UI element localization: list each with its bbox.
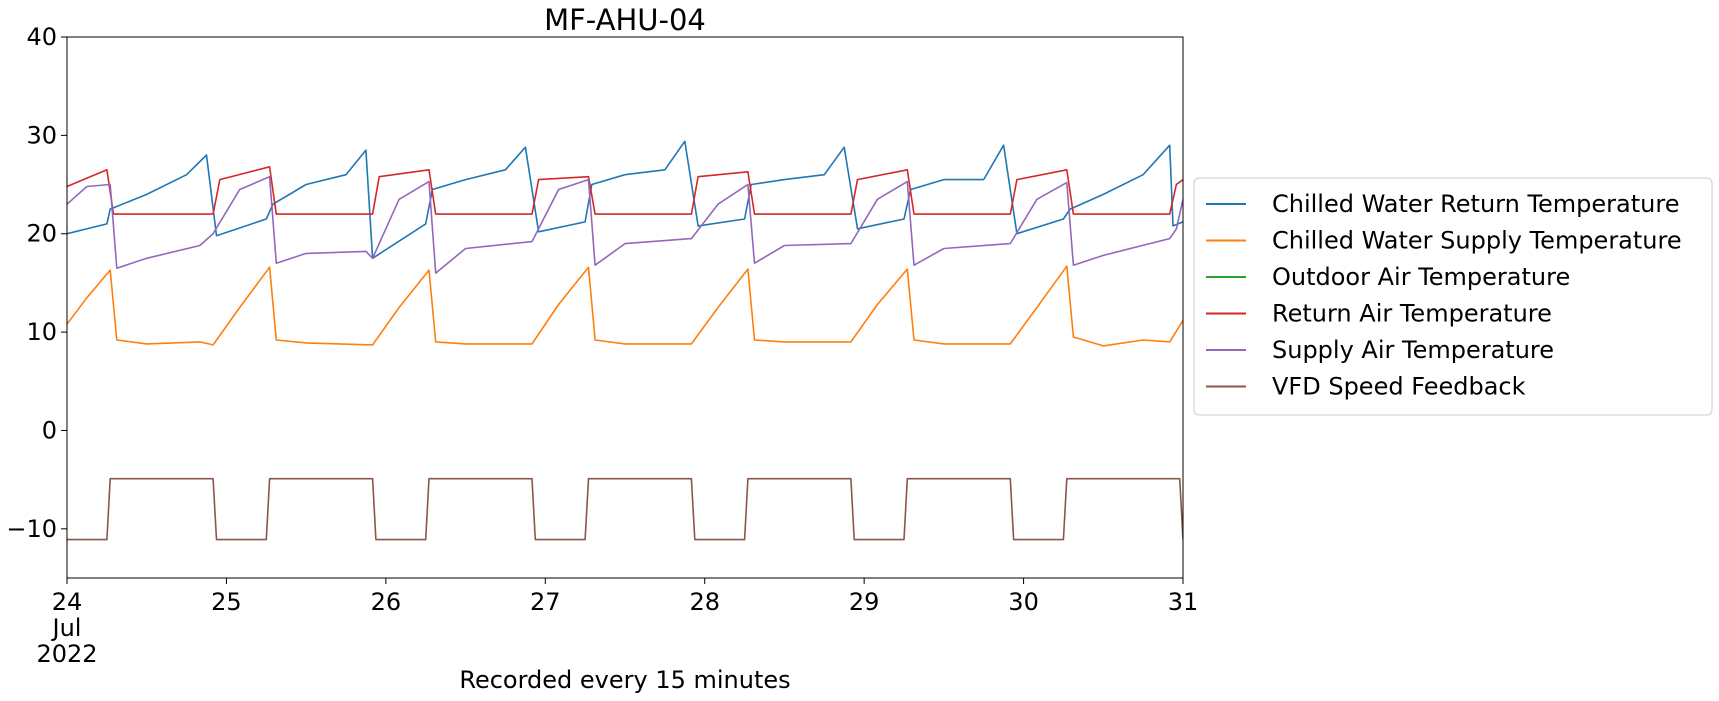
chart-title: MF-AHU-04	[544, 3, 706, 37]
legend-label: Chilled Water Supply Temperature	[1272, 227, 1682, 255]
legend-label: Chilled Water Return Temperature	[1272, 190, 1679, 218]
x-tick-sublabel: Jul	[51, 614, 82, 642]
plot-frame	[66, 36, 1184, 579]
x-tick-label: 26	[371, 588, 402, 616]
series-line-1	[67, 265, 1183, 347]
x-tick-label: 30	[1008, 588, 1039, 616]
series-line-5	[67, 477, 1183, 541]
y-tick-label: 40	[26, 23, 57, 51]
series-layer	[67, 140, 1183, 541]
x-tick-label: 24	[52, 588, 83, 616]
series-line-4	[67, 175, 1183, 274]
legend: Chilled Water Return Temperature Chilled …	[1193, 177, 1713, 416]
x-tick-label: 31	[1168, 588, 1199, 616]
x-tick-label: 28	[689, 588, 720, 616]
y-tick-label: 0	[42, 416, 57, 444]
legend-label: Outdoor Air Temperature	[1272, 263, 1570, 291]
series-line-3	[67, 166, 1183, 215]
series-line-0	[67, 140, 1183, 260]
legend-label: VFD Speed Feedback	[1272, 373, 1526, 401]
y-tick-label: 20	[26, 220, 57, 248]
y-tick-label: 10	[26, 318, 57, 346]
y-tick-label: −10	[6, 515, 57, 543]
y-tick-label: 30	[26, 121, 57, 149]
y-axis: 40 30 20 10 0 −10	[6, 23, 67, 543]
legend-label: Supply Air Temperature	[1272, 336, 1554, 364]
x-axis-label: Recorded every 15 minutes	[459, 666, 790, 694]
legend-label: Return Air Temperature	[1272, 300, 1552, 328]
x-tick-sublabel: 2022	[36, 640, 97, 668]
x-tick-label: 29	[849, 588, 880, 616]
x-tick-label: 25	[211, 588, 242, 616]
legend-box	[1193, 177, 1713, 416]
x-tick-label: 27	[530, 588, 561, 616]
